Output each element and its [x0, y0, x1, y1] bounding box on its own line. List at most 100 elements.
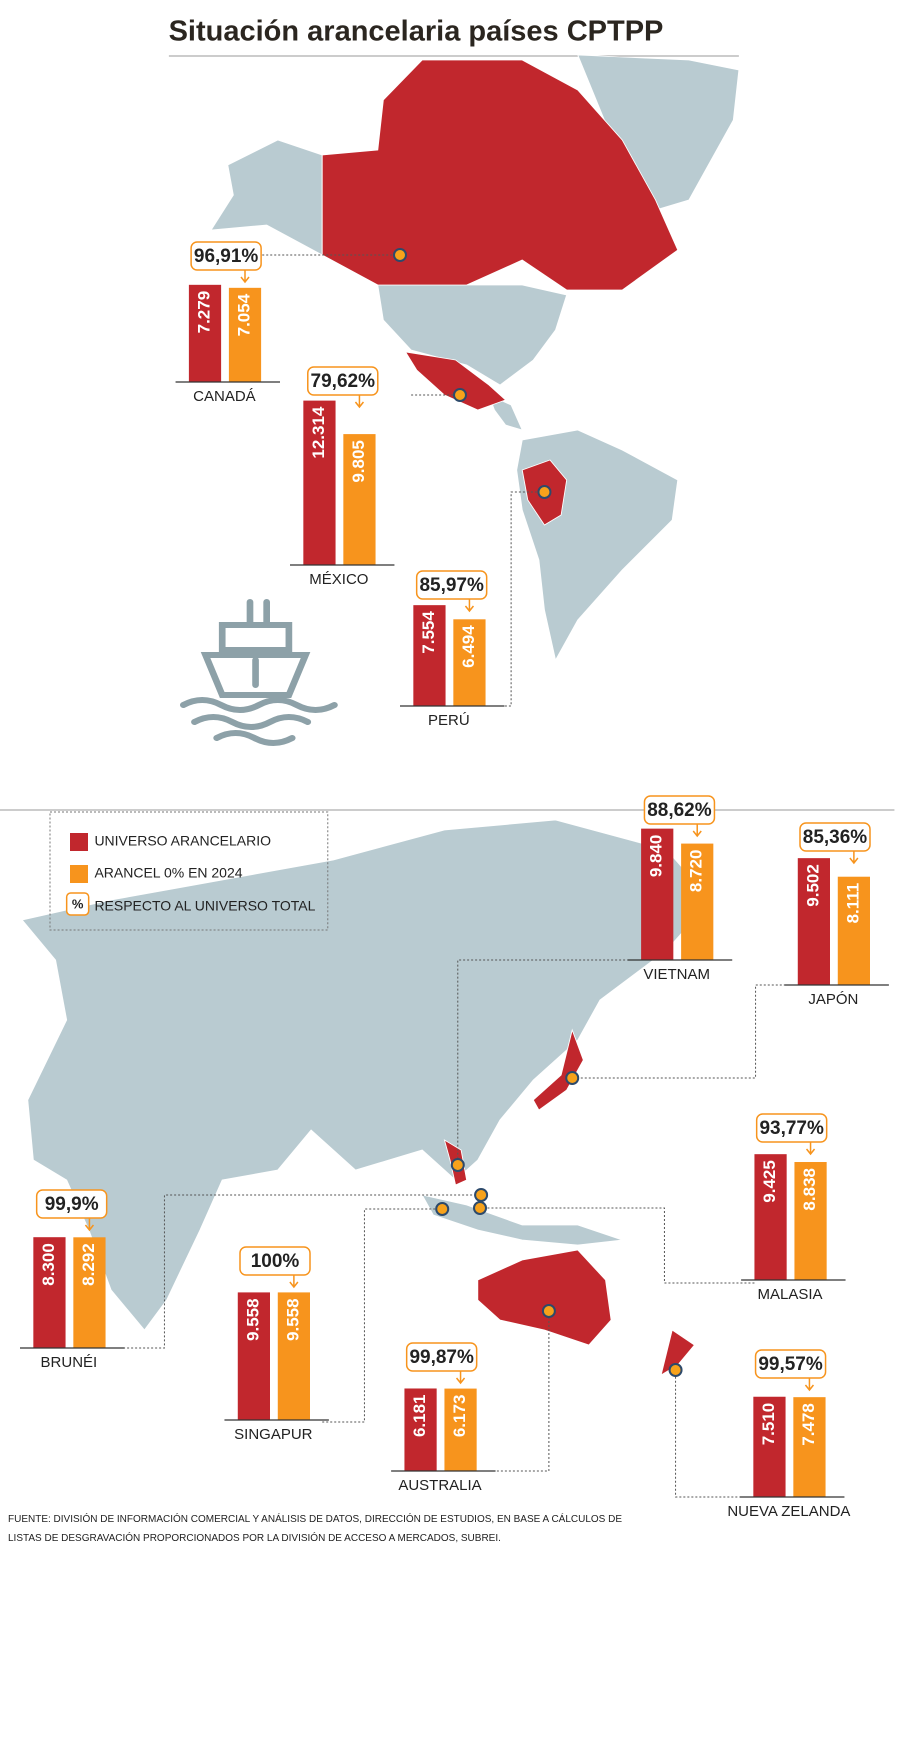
location-dot	[537, 485, 552, 499]
americas-members	[321, 59, 679, 526]
country-label: MALASIA	[757, 1286, 822, 1303]
percent-box	[643, 795, 716, 825]
value-label: 6.173	[450, 1395, 469, 1438]
country-label: NUEVA ZELANDA	[727, 1503, 850, 1520]
value-label: 7.054	[234, 293, 253, 336]
location-dot	[668, 1363, 683, 1377]
value-label: 8.300	[39, 1243, 58, 1286]
value-label: 9.558	[283, 1298, 302, 1341]
percent-label: 93,77%	[759, 1118, 824, 1139]
percent-arrow	[455, 1371, 466, 1385]
value-label: 9.558	[243, 1298, 262, 1341]
value-label: 8.838	[800, 1168, 819, 1211]
percent-label: 99,87%	[409, 1347, 474, 1368]
value-label: 6.494	[459, 625, 478, 668]
percent-label: 85,97%	[419, 575, 484, 596]
legend-label: UNIVERSO ARANCELARIO	[94, 833, 271, 849]
bar	[681, 843, 714, 960]
percent-label: 99,57%	[758, 1354, 823, 1375]
bar	[413, 605, 446, 706]
connector	[675, 1370, 754, 1498]
percent-box	[307, 366, 379, 396]
percent-arrow	[692, 824, 702, 838]
value-label: 8.111	[843, 883, 862, 924]
mexico-shape	[404, 351, 507, 411]
country-chart: 9.502 8.111 JAPÓN 85,36%	[565, 822, 889, 1085]
legend-label: ARANCEL 0% EN 2024	[94, 865, 242, 881]
percent-box	[799, 822, 871, 852]
percent-box	[415, 570, 488, 600]
waves	[179, 697, 338, 746]
legend-frame	[49, 811, 329, 931]
ship-body	[200, 599, 311, 698]
bar	[303, 400, 336, 565]
bar	[753, 1396, 786, 1497]
bar	[343, 434, 376, 565]
percent-box	[755, 1113, 828, 1143]
bar	[73, 1237, 106, 1348]
value-label: 7.554	[419, 611, 438, 654]
legend-label: RESPECTO AL UNIVERSO TOTAL	[94, 898, 315, 914]
country-label: VIETNAM	[643, 966, 710, 983]
value-label: 7.478	[799, 1403, 818, 1446]
country-chart: 12.314 9.805 MÉXICO 79,62%	[290, 366, 467, 588]
source-line: LISTAS DE DESGRAVACIÓN PROPORCIONADOS PO…	[8, 1531, 501, 1544]
usa	[377, 284, 568, 386]
value-label: 8.720	[687, 850, 706, 893]
value-label: 7.510	[759, 1403, 778, 1446]
value-label: 6.181	[410, 1394, 429, 1437]
percent-arrow	[464, 599, 475, 613]
bar	[641, 828, 674, 960]
connector	[480, 1207, 755, 1284]
location-dot	[393, 248, 407, 262]
bar	[33, 1237, 66, 1348]
location-dot	[435, 1202, 450, 1216]
country-chart: 7.510 7.478 NUEVA ZELANDA 99,57%	[668, 1349, 850, 1520]
central-america	[488, 394, 523, 431]
connector	[488, 491, 545, 707]
legend: UNIVERSO ARANCELARIO ARANCEL 0% EN 2024% R…	[49, 811, 329, 931]
location-dot	[450, 1158, 465, 1172]
country-chart: 7.554 6.494 PERÚ 85,97%	[400, 485, 552, 729]
percent-box	[190, 241, 262, 271]
asia-map	[21, 819, 712, 1331]
alaska	[210, 139, 323, 256]
canada-shape	[321, 59, 679, 291]
country-chart: 9.425 8.838 MALASIA 93,77%	[473, 1113, 846, 1303]
country-label: BRUNÉI	[41, 1354, 98, 1371]
connector	[111, 1194, 482, 1349]
bar	[404, 1388, 437, 1471]
legend-swatch	[65, 892, 90, 916]
connector	[322, 1208, 443, 1423]
country-chart: 8.300 8.292 BRUNÉI 99,9%	[20, 1188, 489, 1371]
percent-label: 85,36%	[803, 827, 868, 848]
bar	[837, 876, 870, 985]
percent-label: 100%	[251, 1251, 300, 1272]
percent-arrow	[805, 1142, 816, 1156]
percent-arrow	[289, 1275, 299, 1289]
source: FUENTE: DIVISIÓN DE INFORMACIÓN COMERCIA…	[8, 1512, 622, 1544]
australia-shape	[477, 1249, 612, 1346]
maps	[0, 54, 895, 1376]
title: Situación arancelaria países CPTPP	[169, 16, 664, 48]
value-label: 9.840	[647, 835, 666, 878]
bar	[793, 1397, 826, 1497]
value-label: 8.292	[79, 1243, 98, 1286]
percent-box	[405, 1342, 478, 1372]
bar	[237, 1292, 270, 1420]
country-label: SINGAPUR	[234, 1426, 313, 1443]
country-chart: 6.181 6.173 AUSTRALIA 99,87%	[391, 1304, 556, 1494]
percent-arrow	[849, 851, 859, 865]
location-dot	[565, 1071, 580, 1085]
legend-symbol: %	[72, 896, 84, 911]
connector	[488, 1311, 550, 1472]
connector	[572, 984, 798, 1079]
connector	[457, 959, 642, 1165]
country-chart: 9.840 8.720 VIETNAM 88,62%	[450, 795, 733, 1172]
location-dot	[474, 1188, 489, 1202]
percent-box	[35, 1189, 108, 1219]
source-line: FUENTE: DIVISIÓN DE INFORMACIÓN COMERCIA…	[8, 1512, 622, 1525]
percent-label: 96,91%	[194, 246, 259, 267]
bar	[277, 1292, 310, 1420]
